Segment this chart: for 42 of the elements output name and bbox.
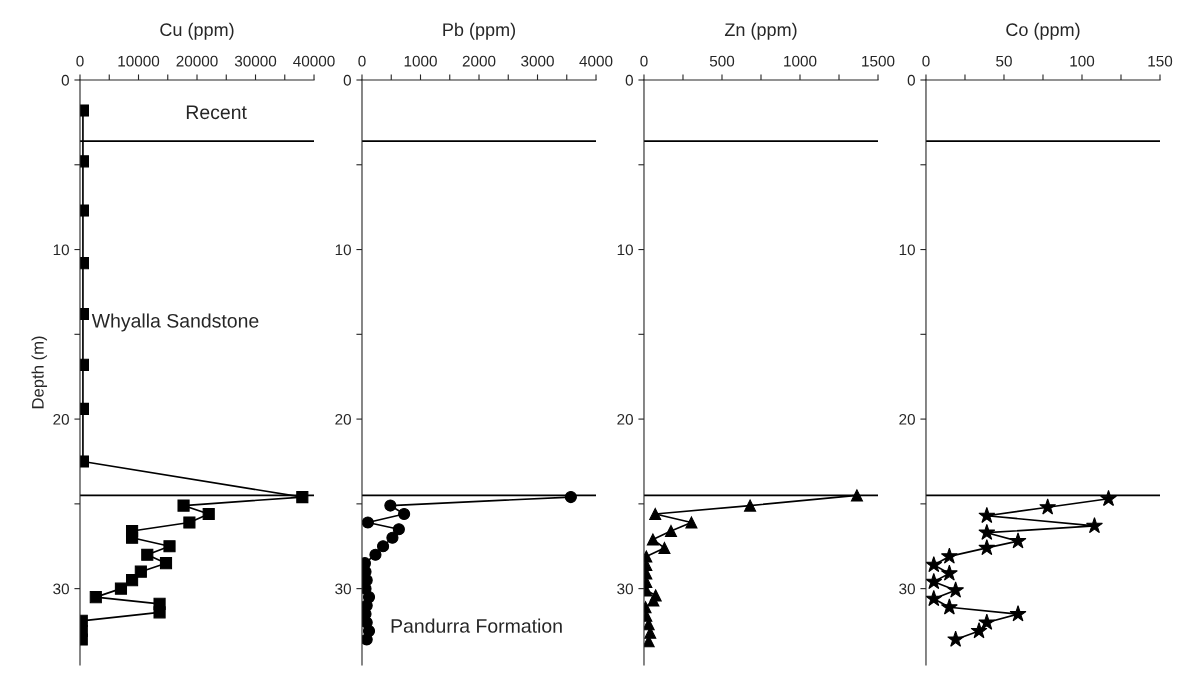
x-axis-title: Pb (ppm) — [443, 22, 516, 40]
x-axis-title: Co (ppm) — [1006, 22, 1080, 40]
x-tick-label: 10000 — [118, 55, 160, 67]
annotation: Pandurra Formation — [391, 618, 562, 633]
x-tick-label: 0 — [358, 55, 366, 67]
x-tick-label: 500 — [709, 55, 735, 67]
x-tick-label: 100 — [1070, 55, 1095, 67]
y-tick-label: 10 — [335, 244, 351, 256]
y-tick-label: 10 — [53, 244, 69, 256]
y-tick-label: 20 — [53, 413, 69, 425]
y-tick-label: 20 — [899, 413, 915, 425]
x-tick-label: 150 — [1148, 55, 1173, 67]
x-tick-label: 1000 — [784, 55, 817, 67]
x-tick-label: 3000 — [521, 55, 554, 67]
y-tick-label: 0 — [625, 74, 633, 86]
y-tick-label: 0 — [343, 74, 351, 86]
x-tick-label: 40000 — [293, 55, 335, 67]
x-tick-label: 20000 — [176, 55, 218, 67]
y-tick-label: 30 — [617, 583, 633, 595]
x-tick-label: 0 — [922, 55, 930, 67]
x-tick-label: 1500 — [862, 55, 895, 67]
x-tick-label: 2000 — [462, 55, 496, 67]
x-tick-label: 0 — [76, 55, 84, 67]
y-tick-label: 0 — [907, 74, 915, 86]
y-tick-label: 0 — [61, 74, 69, 86]
annotation: Recent — [186, 105, 247, 120]
x-tick-label: 50 — [996, 55, 1012, 67]
y-tick-label: 20 — [335, 413, 351, 425]
x-tick-label: 30000 — [234, 55, 277, 67]
y-tick-label: 30 — [53, 583, 69, 595]
x-axis-title: Cu (ppm) — [160, 22, 234, 40]
x-axis-title: Zn (ppm) — [724, 22, 797, 40]
y-tick-label: 10 — [899, 244, 915, 256]
x-tick-label: 0 — [640, 55, 648, 67]
y-tick-label: 30 — [335, 583, 351, 595]
y-axis-title: Depth (m) — [31, 336, 48, 409]
y-tick-label: 20 — [617, 413, 633, 425]
x-tick-label: 1000 — [404, 55, 437, 67]
y-tick-label: 30 — [899, 583, 915, 595]
x-tick-label: 4000 — [579, 55, 613, 67]
y-tick-label: 10 — [617, 244, 633, 256]
annotation: Whyalla Sandstone — [91, 313, 259, 332]
